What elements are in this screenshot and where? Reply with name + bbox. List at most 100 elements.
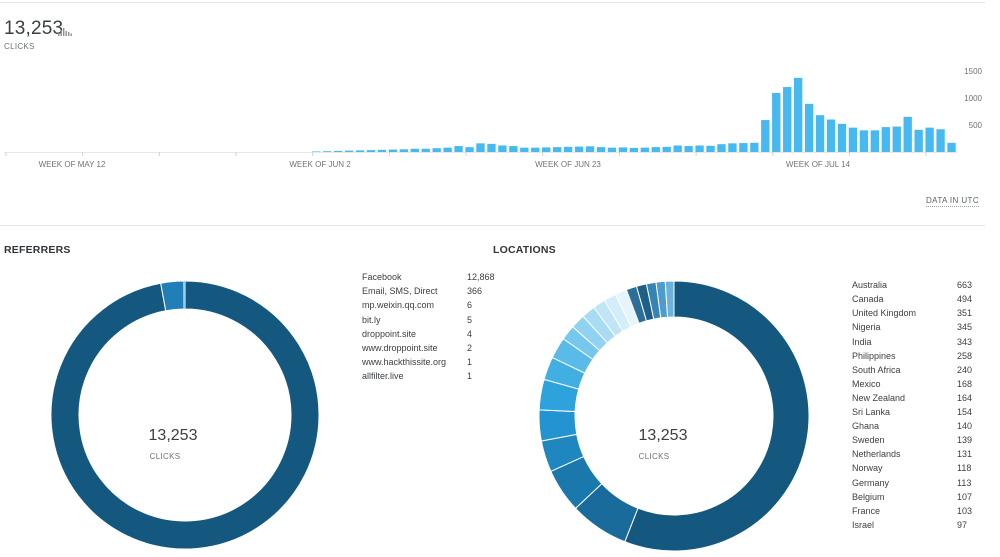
list-item[interactable]: Australia 663 bbox=[852, 280, 987, 294]
time-bar[interactable] bbox=[947, 142, 956, 152]
time-bar[interactable] bbox=[848, 127, 858, 152]
time-bar[interactable] bbox=[815, 115, 825, 152]
list-item-value: 240 bbox=[957, 364, 973, 375]
list-item[interactable]: Belgium 107 bbox=[852, 492, 987, 506]
time-bar[interactable] bbox=[706, 145, 715, 152]
time-bar[interactable] bbox=[454, 146, 463, 152]
time-bar[interactable] bbox=[794, 77, 803, 152]
list-item[interactable]: Sri Lanka 154 bbox=[852, 407, 987, 421]
time-bar[interactable] bbox=[739, 143, 748, 152]
time-bar[interactable] bbox=[903, 116, 912, 152]
list-item[interactable]: Nigeria 345 bbox=[852, 322, 987, 336]
time-bar[interactable] bbox=[859, 130, 869, 152]
time-bar[interactable] bbox=[520, 147, 529, 152]
time-bar[interactable] bbox=[607, 147, 617, 152]
list-item[interactable]: India 343 bbox=[852, 337, 987, 351]
list-item-value: 113 bbox=[957, 477, 972, 488]
time-bar[interactable] bbox=[596, 147, 606, 152]
list-item[interactable]: United Kingdom 351 bbox=[852, 308, 987, 322]
time-bar[interactable] bbox=[322, 151, 332, 152]
time-bar[interactable] bbox=[761, 120, 770, 152]
time-bar[interactable] bbox=[936, 129, 945, 152]
time-bar[interactable] bbox=[542, 147, 551, 152]
list-item[interactable]: Netherlands 131 bbox=[852, 449, 987, 463]
time-bar[interactable] bbox=[662, 146, 671, 152]
list-item[interactable]: Facebook 12,868 bbox=[362, 272, 512, 286]
time-bar[interactable] bbox=[344, 150, 354, 152]
time-bar[interactable] bbox=[618, 147, 628, 152]
time-bar[interactable] bbox=[717, 144, 726, 152]
time-bar[interactable] bbox=[443, 147, 452, 152]
time-bar[interactable] bbox=[684, 146, 693, 152]
donut-slice[interactable] bbox=[624, 280, 810, 552]
time-bar[interactable] bbox=[399, 149, 408, 152]
time-bar[interactable] bbox=[563, 146, 573, 152]
x-tick-label: WEEK OF MAY 12 bbox=[39, 160, 106, 169]
list-item[interactable]: Email, SMS, Direct 366 bbox=[362, 286, 512, 300]
list-item[interactable]: www.droppoint.site 2 bbox=[362, 343, 512, 357]
donut-slice[interactable] bbox=[50, 280, 320, 550]
time-bar[interactable] bbox=[837, 123, 847, 152]
time-bar[interactable] bbox=[772, 93, 781, 152]
list-item[interactable]: www.hackthissite.org 1 bbox=[362, 357, 512, 371]
time-bar[interactable] bbox=[673, 145, 682, 152]
time-bar[interactable] bbox=[585, 146, 595, 152]
time-bar[interactable] bbox=[651, 147, 660, 152]
time-bar[interactable] bbox=[476, 143, 485, 152]
time-bar[interactable] bbox=[509, 146, 518, 152]
time-bar[interactable] bbox=[465, 147, 474, 152]
list-item[interactable]: droppoint.site 4 bbox=[362, 329, 512, 343]
donut-slice[interactable] bbox=[664, 280, 675, 318]
time-bar[interactable] bbox=[574, 146, 584, 152]
time-bar[interactable] bbox=[728, 143, 737, 152]
list-item[interactable]: mp.weixin.qq.com 6 bbox=[362, 300, 512, 314]
list-item-value: 103 bbox=[957, 505, 973, 516]
list-item[interactable]: allfilter.live 1 bbox=[362, 371, 512, 385]
time-bar[interactable] bbox=[355, 150, 365, 152]
locations-list: United States5,240Australia663Canada494U… bbox=[852, 276, 987, 556]
time-bar[interactable] bbox=[377, 149, 387, 152]
time-bar[interactable] bbox=[629, 147, 639, 152]
list-item[interactable]: Canada 494 bbox=[852, 294, 987, 308]
list-item[interactable]: bit.ly 5 bbox=[362, 315, 512, 329]
list-item-name: Belgium bbox=[852, 491, 885, 502]
time-bar[interactable] bbox=[553, 147, 562, 152]
time-bar[interactable] bbox=[366, 150, 376, 152]
time-bar[interactable] bbox=[498, 145, 507, 152]
list-item[interactable]: New Zealand 164 bbox=[852, 393, 987, 407]
list-item[interactable]: France 103 bbox=[852, 506, 987, 520]
clicks-time-chart: 1500 1000 500 WEEK OF MAY 12 WEEK OF JUN 2 WE… bbox=[4, 67, 983, 169]
time-bar[interactable] bbox=[804, 103, 814, 152]
list-item-value: 345 bbox=[957, 322, 973, 333]
time-bar[interactable] bbox=[925, 127, 934, 152]
time-bar[interactable] bbox=[750, 142, 759, 152]
time-bar[interactable] bbox=[783, 87, 792, 152]
time-bar[interactable] bbox=[914, 129, 923, 152]
list-item-value: 107 bbox=[957, 491, 973, 502]
list-item[interactable]: Sweden 139 bbox=[852, 435, 987, 449]
list-item[interactable]: Philippines 258 bbox=[852, 351, 987, 365]
list-item[interactable]: Ghana 140 bbox=[852, 421, 987, 435]
time-bar[interactable] bbox=[892, 126, 901, 152]
list-item[interactable]: Mexico 168 bbox=[852, 379, 987, 393]
time-bar[interactable] bbox=[531, 147, 540, 152]
list-item[interactable]: Germany 113 bbox=[852, 478, 987, 492]
time-bar[interactable] bbox=[421, 148, 430, 152]
time-bar[interactable] bbox=[333, 150, 343, 152]
time-bar[interactable] bbox=[826, 119, 836, 152]
time-bar[interactable] bbox=[881, 127, 890, 152]
time-bar[interactable] bbox=[432, 148, 441, 152]
time-bar[interactable] bbox=[640, 147, 649, 152]
list-item[interactable]: Norway 118 bbox=[852, 463, 987, 477]
time-bar[interactable] bbox=[388, 149, 398, 152]
donut-slice[interactable] bbox=[183, 281, 185, 310]
time-bar[interactable] bbox=[487, 143, 496, 152]
time-bar[interactable] bbox=[312, 151, 321, 152]
list-item[interactable]: Israel 97 bbox=[852, 520, 987, 534]
bar-chart-icon[interactable] bbox=[58, 26, 74, 36]
donut-slice[interactable] bbox=[160, 280, 185, 312]
time-bar[interactable] bbox=[870, 130, 880, 152]
time-bar[interactable] bbox=[695, 145, 704, 152]
list-item[interactable]: South Africa 240 bbox=[852, 365, 987, 379]
time-bar[interactable] bbox=[410, 148, 419, 152]
